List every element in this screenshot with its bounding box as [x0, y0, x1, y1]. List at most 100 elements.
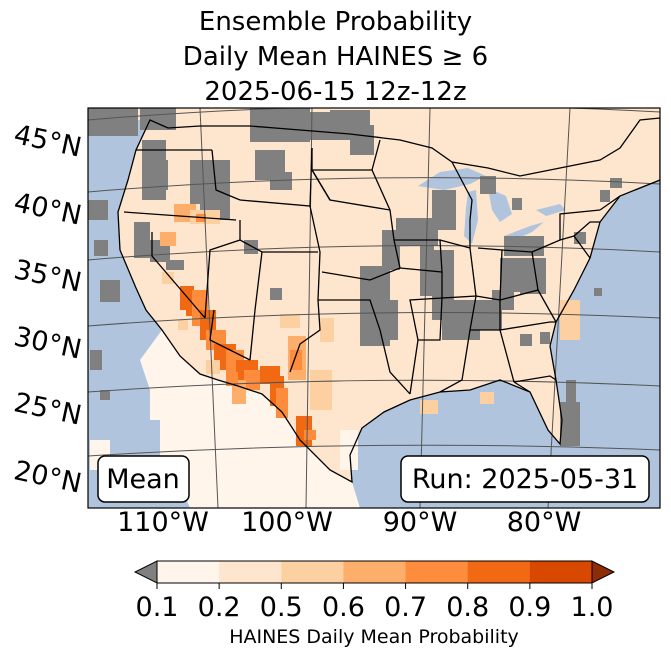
lake-michigan: [464, 190, 478, 244]
no-data-cell: [270, 172, 292, 190]
lat-label-20: 20°N: [11, 455, 84, 499]
lat-label-35: 35°N: [11, 254, 84, 298]
lat-line-35: [88, 245, 660, 261]
lon-line-80: [547, 108, 571, 508]
lon-line-110: [199, 108, 219, 508]
no-data-cell: [540, 332, 550, 344]
lat-label-45: 45°N: [11, 119, 84, 163]
latitude-labels: 45°N 40°N 35°N 30°N 25°N 20°N: [11, 119, 84, 499]
no-data-cell: [100, 280, 120, 302]
no-data-cell: [520, 334, 532, 346]
lon-label-90: 90°W: [383, 507, 458, 538]
colorbar: 0.1 0.2 0.5 0.6 0.7 0.8 0.9 1.0 HAINES Daily Me…: [133, 560, 616, 648]
no-data-cell: [432, 190, 456, 230]
land-canada: [88, 108, 660, 176]
title-line-2: Daily Mean HAINES ≥ 6: [182, 42, 489, 72]
probability-cell: [162, 272, 174, 284]
colorbar-tick-label: 0.8: [446, 592, 489, 623]
no-data-cell: [420, 236, 434, 296]
state-boundaries: [117, 117, 660, 484]
no-data-cell: [140, 108, 176, 130]
no-data-cell: [350, 125, 374, 155]
run-date-label: Run: 2025-05-31: [412, 464, 638, 495]
title-line-3: 2025-06-15 12z-12z: [204, 77, 467, 107]
no-data-cell: [100, 390, 110, 400]
no-data-cell: [560, 402, 580, 446]
no-data-cell: [270, 288, 282, 300]
probability-cell: [420, 400, 438, 414]
probability-cell: [480, 392, 494, 404]
probability-cell: [276, 388, 288, 418]
lat-line-40: [88, 177, 660, 193]
map-frame: [87, 107, 661, 509]
colorbar-over-arrow: [591, 560, 616, 584]
probability-cell: [178, 320, 188, 330]
mean-box: Mean: [97, 455, 190, 503]
lat-line-25: [88, 379, 660, 393]
no-data-cell: [480, 176, 496, 194]
probability-cell: [244, 370, 260, 390]
probability-cell: [280, 314, 300, 328]
no-data-cell: [244, 240, 258, 254]
probability-cell: [150, 380, 172, 420]
lon-label-110: 110°W: [117, 507, 209, 538]
no-data-cell: [88, 108, 138, 136]
colorbar-tick-label: 0.6: [322, 592, 365, 623]
no-data-cell: [374, 300, 398, 340]
lat-line-20: [88, 444, 660, 457]
probability-cell: [304, 430, 316, 440]
no-data-cell: [94, 240, 108, 256]
no-data-cell: [492, 290, 514, 310]
lake-ontario: [536, 204, 566, 216]
colorbar-tick-label: 0.1: [136, 592, 179, 623]
lat-label-40: 40°N: [11, 187, 84, 231]
run-box: Run: 2025-05-31: [400, 455, 650, 503]
no-data-cell: [512, 198, 522, 210]
lake-superior: [418, 168, 486, 190]
no-data-cell: [166, 260, 184, 270]
probability-cell: [206, 360, 220, 374]
colorbar-label: HAINES Daily Mean Probability: [229, 626, 519, 648]
no-data-cell: [594, 288, 602, 296]
no-data-cell: [134, 222, 150, 258]
colorbar-segment: [343, 561, 407, 583]
probability-cell: [160, 232, 176, 246]
probability-cell: [560, 300, 580, 340]
lon-label-80: 80°W: [507, 507, 582, 538]
colorbar-segment: [467, 561, 531, 583]
colorbar-segment: [281, 561, 344, 583]
no-data-cell: [566, 380, 576, 406]
lon-label-100: 100°W: [241, 507, 333, 538]
lat-label-30: 30°N: [11, 321, 84, 365]
colorbar-under-arrow: [133, 560, 158, 584]
probability-cell: [340, 430, 358, 470]
longitude-labels: 110°W 100°W 90°W 80°W: [117, 507, 581, 538]
lon-line-90: [419, 108, 431, 508]
colorbar-tick-label: 1.0: [571, 592, 614, 623]
no-data-cell: [610, 178, 622, 188]
no-data-cell: [88, 200, 108, 220]
no-data-cell: [520, 258, 546, 294]
probability-cell: [226, 372, 238, 386]
mean-label: Mean: [106, 464, 180, 495]
colorbar-segment: [405, 561, 469, 583]
colorbar-tick-label: 0.5: [260, 592, 303, 623]
no-data-cell: [90, 350, 102, 370]
colorbar-segment: [219, 561, 282, 583]
colorbar-frame: [156, 560, 593, 584]
colorbar-segment: [157, 561, 220, 583]
title-line-1: Ensemble Probability: [198, 7, 473, 37]
lake-huron: [488, 188, 512, 222]
probability-cell: [310, 370, 332, 410]
colorbar-tick-label: 0.9: [508, 592, 551, 623]
no-data-cell: [600, 190, 610, 202]
no-data-cell: [150, 160, 168, 190]
map-area: [88, 108, 660, 508]
colorbar-tick-label: 0.2: [198, 592, 241, 623]
colorbar-tick-label: 0.7: [384, 592, 427, 623]
colorbar-segment: [529, 561, 593, 583]
lat-label-25: 25°N: [11, 387, 84, 431]
lat-line-30: [88, 312, 660, 327]
probability-cell: [320, 318, 334, 342]
